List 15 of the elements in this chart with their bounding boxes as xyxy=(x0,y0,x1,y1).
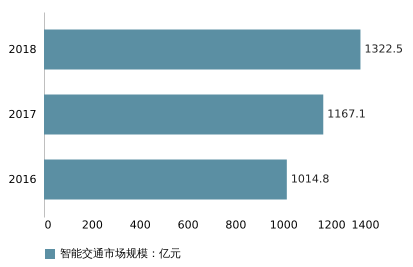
x-tick-label: 200 xyxy=(82,218,103,232)
data-label: 1014.8 xyxy=(290,172,330,186)
y-tick-label: 2017 xyxy=(8,108,36,121)
x-tick-label: 1400 xyxy=(352,218,380,232)
x-tick-label: 0 xyxy=(44,218,52,232)
legend-label: 智能交通市场规模：亿元 xyxy=(60,247,181,260)
y-tick-label: 2018 xyxy=(8,43,36,56)
x-tick-label: 800 xyxy=(225,218,246,232)
data-label: 1167.1 xyxy=(327,108,366,120)
x-tick-label: 1200 xyxy=(318,218,346,232)
data-label: 1322.5 xyxy=(364,42,403,56)
y-tick-label: 2016 xyxy=(8,173,36,186)
x-tick-label: 1000 xyxy=(270,218,298,232)
x-tick-label: 400 xyxy=(130,218,151,232)
x-tick-label: 600 xyxy=(178,218,199,232)
